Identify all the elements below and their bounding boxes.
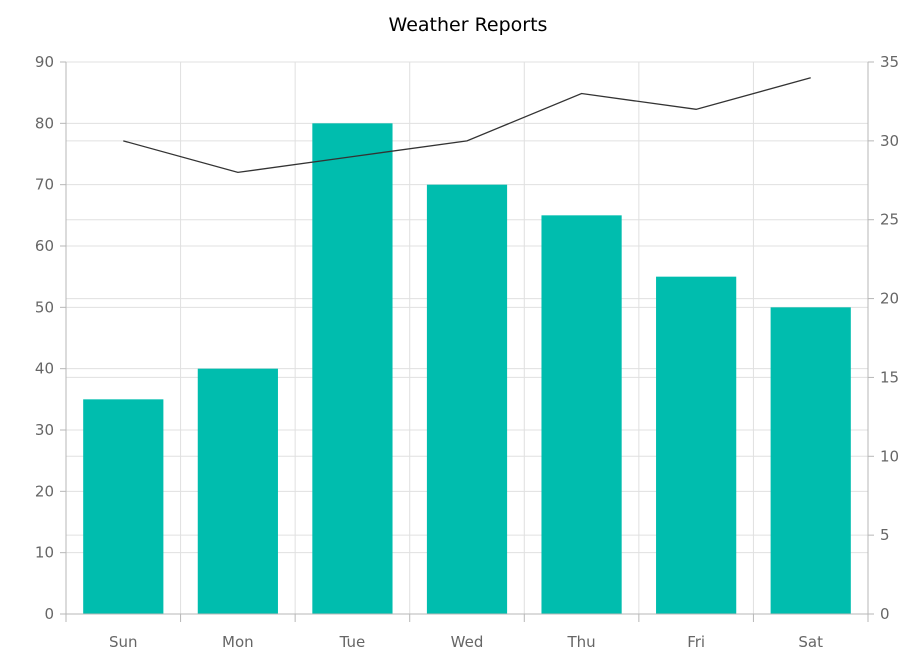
y-right-tick-label: 0 <box>880 605 890 623</box>
y-left-tick-label: 30 <box>35 421 54 439</box>
y-right-tick-label: 5 <box>880 526 890 544</box>
chart-title: Weather Reports <box>389 14 548 36</box>
y-left-tick-label: 40 <box>35 360 54 378</box>
y-left-tick-label: 60 <box>35 237 54 255</box>
bar-mon <box>197 368 278 614</box>
x-tick-label: Mon <box>222 633 254 651</box>
x-tick-label: Thu <box>566 633 595 651</box>
y-right-tick-label: 25 <box>880 211 899 229</box>
bar-series <box>83 123 851 615</box>
temperature-line <box>123 77 811 174</box>
y-right-tick-label: 10 <box>880 447 899 465</box>
y-right-tick-label: 35 <box>880 53 899 71</box>
y-left-tick-label: 10 <box>35 544 54 562</box>
y-left-tick-label: 70 <box>35 176 54 194</box>
y-right-tick-label: 30 <box>880 132 899 150</box>
bar-sun <box>83 399 164 614</box>
bar-thu <box>541 215 622 615</box>
x-tick-label: Wed <box>451 633 484 651</box>
axes <box>60 61 874 622</box>
line-series <box>123 77 811 174</box>
y-right-tick-label: 15 <box>880 368 899 386</box>
x-tick-label: Tue <box>339 633 366 651</box>
bar-fri <box>656 276 737 614</box>
bar-tue <box>312 123 393 614</box>
x-tick-label: Fri <box>687 633 705 651</box>
y-left-tick-label: 0 <box>44 605 54 623</box>
y-left-tick-label: 90 <box>35 53 54 71</box>
y-left-tick-label: 20 <box>35 482 54 500</box>
tick-labels: 0 10 20 30 40 50 60 70 80 90 0 5 10 15 20 25 30 35 Sun Mon T… <box>35 53 899 651</box>
x-tick-label: Sat <box>798 633 823 651</box>
x-tick-label: Sun <box>109 633 138 651</box>
bar-wed <box>426 184 508 614</box>
y-left-tick-label: 80 <box>35 114 54 132</box>
y-left-tick-label: 50 <box>35 298 54 316</box>
bar-sat <box>770 307 851 614</box>
y-right-tick-label: 20 <box>880 290 899 308</box>
